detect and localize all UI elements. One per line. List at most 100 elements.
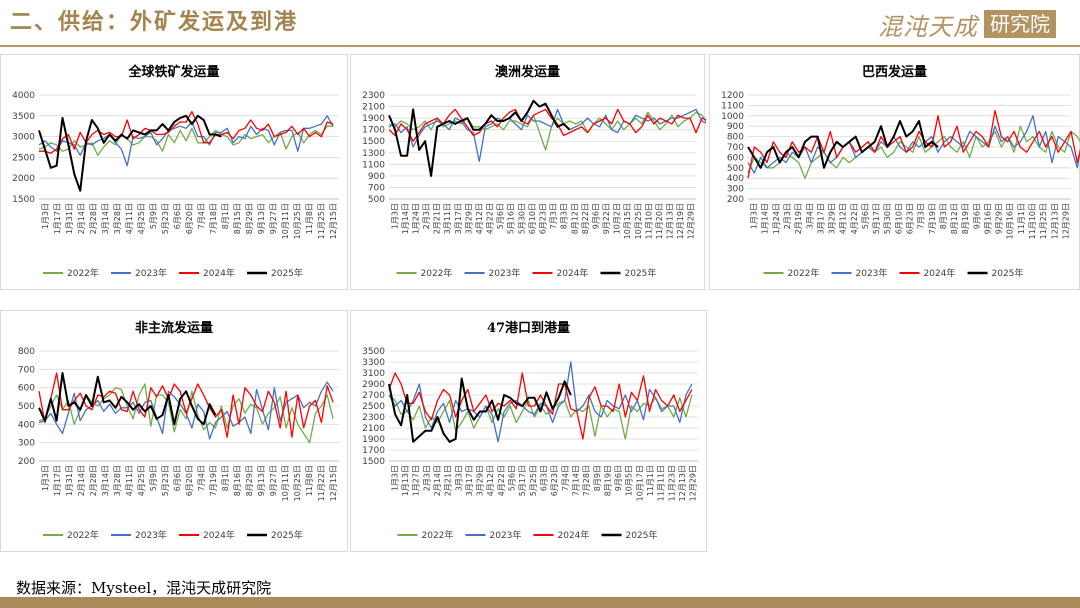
x-tick-label: 6月10日 bbox=[528, 203, 537, 234]
x-tick-label: 5月9日 bbox=[149, 203, 158, 229]
x-tick-label: 7月4日 bbox=[197, 465, 206, 491]
series-line-2025年 bbox=[388, 99, 571, 177]
y-tick-label: 300 bbox=[727, 185, 744, 195]
x-tick-label: 5月30日 bbox=[883, 203, 892, 234]
x-tick-label: 11月11日 bbox=[657, 465, 666, 501]
y-tick-label: 2500 bbox=[12, 153, 35, 163]
x-tick-label: 7月19日 bbox=[209, 465, 218, 496]
x-tick-label: 7月14日 bbox=[571, 465, 580, 496]
x-tick-label: 11月8日 bbox=[305, 203, 314, 234]
x-tick-label: 12月13日 bbox=[678, 465, 687, 501]
x-tick-label: 11月10日 bbox=[1028, 203, 1037, 239]
x-tick-label: 9月27日 bbox=[269, 203, 278, 234]
x-tick-label: 12月29日 bbox=[687, 203, 696, 239]
legend-label: 2023年 bbox=[489, 267, 521, 279]
x-tick-label: 3月14日 bbox=[101, 465, 110, 496]
x-tick-label: 10月17日 bbox=[635, 465, 644, 501]
brand-logo: 混沌天成 研究院 bbox=[878, 8, 1056, 41]
legend-label: 2022年 bbox=[422, 529, 454, 541]
x-tick-label: 3月29日 bbox=[464, 203, 473, 234]
legend-label: 2023年 bbox=[490, 529, 522, 541]
x-tick-label: 6月20日 bbox=[185, 203, 194, 234]
series-line-2024年 bbox=[388, 372, 693, 440]
x-tick-label: 7月28日 bbox=[582, 465, 591, 496]
x-tick-label: 8月12日 bbox=[570, 203, 579, 234]
legend-label: 2022年 bbox=[421, 267, 453, 279]
chart-port47: 47港口到港量 1500 1700 1900 2100 2300 2500 2700 2900… bbox=[350, 310, 707, 552]
y-tick-label: 2100 bbox=[362, 103, 385, 113]
x-tick-label: 3月28日 bbox=[113, 203, 122, 234]
x-tick-label: 9月29日 bbox=[995, 203, 1004, 234]
y-tick-label: 1500 bbox=[362, 457, 385, 467]
chart-title: 巴西发运量 bbox=[861, 65, 927, 80]
y-tick-label: 1100 bbox=[721, 101, 744, 111]
x-tick-label: 3月17日 bbox=[454, 203, 463, 234]
x-tick-label: 9月22日 bbox=[602, 203, 611, 234]
y-tick-label: 3500 bbox=[362, 347, 385, 357]
brand-name: 混沌天成 bbox=[878, 12, 978, 41]
series-line-2022年 bbox=[747, 125, 1080, 179]
x-tick-label: 6月20日 bbox=[185, 465, 194, 496]
x-tick-label: 4月11日 bbox=[125, 203, 134, 234]
x-tick-label: 3月3日 bbox=[454, 465, 463, 491]
series-line-2022年 bbox=[38, 125, 334, 156]
x-tick-label: 1月27日 bbox=[412, 465, 421, 496]
x-tick-label: 9月27日 bbox=[269, 465, 278, 496]
y-tick-label: 3100 bbox=[362, 369, 385, 379]
x-tick-label: 5月30日 bbox=[517, 203, 526, 234]
legend-label: 2025年 bbox=[992, 267, 1024, 279]
x-tick-label: 2月28日 bbox=[89, 465, 98, 496]
x-tick-label: 4月12日 bbox=[486, 465, 495, 496]
y-tick-label: 1500 bbox=[362, 137, 385, 147]
x-tick-label: 3月4日 bbox=[805, 203, 814, 229]
y-tick-label: 2000 bbox=[12, 174, 35, 184]
x-tick-label: 9月13日 bbox=[257, 203, 266, 234]
x-tick-label: 8月16日 bbox=[233, 465, 242, 496]
x-tick-label: 8月19日 bbox=[961, 203, 970, 234]
x-tick-label: 8月12日 bbox=[950, 203, 959, 234]
x-tick-label: 1月17日 bbox=[53, 465, 62, 496]
x-tick-label: 1月24日 bbox=[411, 203, 420, 234]
y-tick-label: 2700 bbox=[362, 391, 385, 401]
x-tick-label: 1月24日 bbox=[772, 203, 781, 234]
x-tick-label: 12月29日 bbox=[1061, 203, 1070, 239]
y-tick-label: 200 bbox=[727, 195, 744, 205]
y-tick-label: 1200 bbox=[721, 91, 744, 101]
x-tick-label: 11月20日 bbox=[655, 203, 664, 239]
x-tick-label: 8月22日 bbox=[581, 203, 590, 234]
x-tick-label: 6月3日 bbox=[540, 465, 549, 491]
x-tick-label: 4月12日 bbox=[839, 203, 848, 234]
series-line-2025年 bbox=[38, 114, 222, 192]
x-tick-label: 7月18日 bbox=[209, 203, 218, 234]
y-tick-label: 2300 bbox=[362, 91, 385, 101]
y-tick-label: 700 bbox=[368, 183, 385, 193]
y-tick-label: 500 bbox=[727, 164, 744, 174]
y-tick-label: 600 bbox=[727, 153, 744, 163]
legend-label: 2024年 bbox=[924, 267, 956, 279]
y-tick-label: 1500 bbox=[12, 195, 35, 205]
footer-bar bbox=[0, 597, 1080, 608]
y-tick-label: 3300 bbox=[362, 358, 385, 368]
legend-label: 2025年 bbox=[625, 267, 657, 279]
x-tick-label: 1月14日 bbox=[761, 203, 770, 234]
chart-nonmain: 非主流发运量 200 300 400 500 600 700 800 1月3日 1月17日 1月3… bbox=[0, 310, 348, 552]
y-tick-label: 300 bbox=[18, 439, 35, 449]
x-tick-label: 5月6日 bbox=[508, 465, 517, 491]
x-tick-label: 2月3日 bbox=[422, 203, 431, 229]
x-tick-label: 1月3日 bbox=[390, 465, 399, 491]
chart-title: 47港口到港量 bbox=[486, 321, 571, 336]
x-tick-label: 11月8日 bbox=[305, 465, 314, 496]
series-line-2023年 bbox=[38, 115, 334, 167]
x-tick-label: 3月17日 bbox=[816, 203, 825, 234]
x-tick-label: 3月11日 bbox=[443, 203, 452, 234]
x-tick-label: 3月29日 bbox=[476, 465, 485, 496]
y-tick-label: 400 bbox=[18, 420, 35, 430]
x-tick-label: 9月6日 bbox=[614, 465, 623, 491]
x-tick-label: 7月19日 bbox=[928, 203, 937, 234]
header-rule bbox=[0, 45, 1080, 47]
x-tick-label: 1月3日 bbox=[390, 203, 399, 229]
y-tick-label: 1900 bbox=[362, 435, 385, 445]
x-tick-label: 10月11日 bbox=[281, 203, 290, 239]
